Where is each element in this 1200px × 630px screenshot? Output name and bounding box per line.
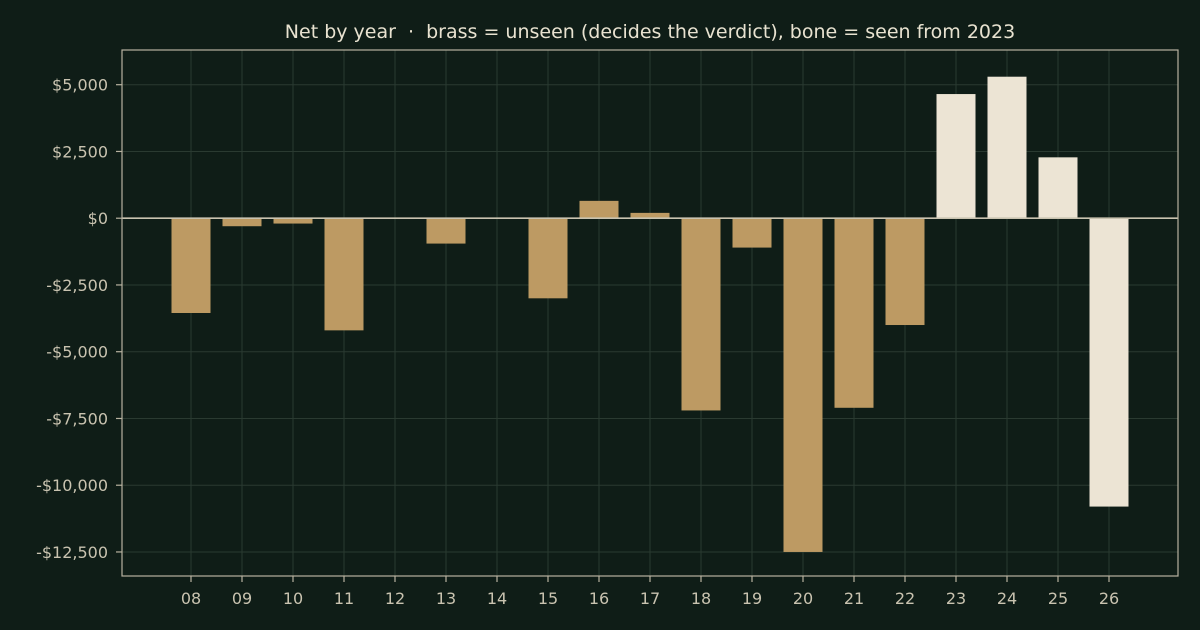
x-tick-label: 10 xyxy=(283,589,303,608)
bar-11-unseen xyxy=(324,218,364,331)
x-tick-label: 24 xyxy=(997,589,1017,608)
bar-24-seen xyxy=(987,76,1027,219)
x-tick-label: 16 xyxy=(589,589,609,608)
bar-19-unseen xyxy=(732,218,772,248)
bars xyxy=(171,76,1129,552)
bar-10-unseen xyxy=(273,218,313,224)
x-tick-label: 12 xyxy=(385,589,405,608)
y-tick-label: -$2,500 xyxy=(46,276,108,295)
x-tick-label: 21 xyxy=(844,589,864,608)
bar-17-unseen xyxy=(630,212,670,219)
x-tick-label: 22 xyxy=(895,589,915,608)
bar-21-unseen xyxy=(834,218,874,408)
x-tick-label: 23 xyxy=(946,589,966,608)
bar-16-unseen xyxy=(579,200,619,219)
y-tick-label: -$12,500 xyxy=(36,543,108,562)
bar-13-unseen xyxy=(426,218,466,244)
x-tick-label: 09 xyxy=(232,589,252,608)
x-tick-label: 08 xyxy=(181,589,201,608)
chart-title: Net by year · brass = unseen (decides th… xyxy=(285,21,1015,43)
grid xyxy=(122,50,1178,576)
y-tick-label: $2,500 xyxy=(52,142,108,161)
x-tick-label: 19 xyxy=(742,589,762,608)
y-tick-label: -$10,000 xyxy=(36,476,108,495)
y-tick-label: -$5,000 xyxy=(46,343,108,362)
y-tick-label: -$7,500 xyxy=(46,409,108,428)
x-tick-label: 11 xyxy=(334,589,354,608)
x-tick-label: 18 xyxy=(691,589,711,608)
y-tick-label: $5,000 xyxy=(52,76,108,95)
axis-ticks: $5,000 $2,500 $0 -$2,500 -$5,000 -$7,500 -$10,… xyxy=(36,76,1119,608)
x-tick-label: 20 xyxy=(793,589,813,608)
bar-15-unseen xyxy=(528,218,568,299)
x-tick-label: 13 xyxy=(436,589,456,608)
x-tick-label: 14 xyxy=(487,589,507,608)
bar-18-unseen xyxy=(681,218,721,411)
x-tick-label: 17 xyxy=(640,589,660,608)
y-tick-label: $0 xyxy=(88,209,108,228)
x-tick-label: 26 xyxy=(1099,589,1119,608)
bar-25-seen xyxy=(1038,157,1078,219)
bar-08-unseen xyxy=(171,218,211,313)
x-tick-label: 25 xyxy=(1048,589,1068,608)
bar-20-unseen xyxy=(783,218,823,552)
bar-26-seen xyxy=(1089,218,1129,507)
bar-09-unseen xyxy=(222,218,262,227)
x-tick-label: 15 xyxy=(538,589,558,608)
bar-23-seen xyxy=(936,94,976,219)
bar-22-unseen xyxy=(885,218,925,326)
